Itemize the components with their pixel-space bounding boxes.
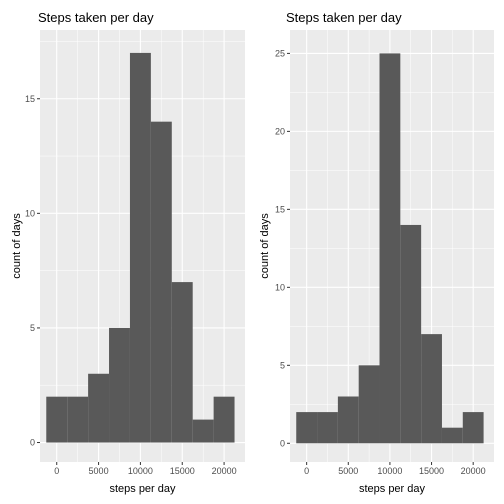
histogram-panel-2: 0 5000 10000 15000 20000 0 5 10 15 20 25 Steps take… [259, 10, 494, 495]
histogram-bar [213, 396, 235, 443]
y-tick-label: 5 [280, 360, 285, 370]
x-axis-label: steps per day [359, 483, 426, 495]
histogram-bar [441, 427, 463, 444]
y-tick-label: 20 [275, 126, 285, 136]
x-tick-label: 20000 [461, 466, 486, 476]
y-tick-label: 15 [275, 204, 285, 214]
histogram-bar [421, 334, 442, 444]
y-tick-label: 15 [25, 94, 35, 104]
y-tick-label: 10 [275, 282, 285, 292]
histogram-bar [358, 365, 380, 444]
histogram-bar [67, 396, 89, 443]
x-tick-label: 0 [54, 466, 59, 476]
histogram-bar [88, 373, 110, 443]
histogram-bar [400, 224, 422, 444]
x-tick-label: 10000 [128, 466, 153, 476]
x-axis-label: steps per day [109, 483, 176, 495]
y-tick-label: 0 [280, 438, 285, 448]
histogram-bar [192, 419, 214, 443]
histogram-bar [129, 52, 151, 443]
histogram-bar [317, 412, 338, 444]
x-tick-label: 15000 [419, 466, 444, 476]
histogram-bar [296, 412, 318, 444]
histogram-bar [150, 121, 172, 443]
histogram-panel-1: 0 5000 10000 15000 20000 0 5 10 15 Steps taken pe… [11, 10, 245, 495]
chart-title: Steps taken per day [286, 10, 402, 25]
y-axis-label: count of days [259, 213, 271, 279]
y-tick-label: 10 [25, 208, 35, 218]
x-tick-label: 5000 [89, 466, 109, 476]
y-tick-label: 25 [275, 48, 285, 58]
x-tick-label: 20000 [212, 466, 237, 476]
histogram-bar [379, 53, 401, 444]
chart-title: Steps taken per day [38, 10, 154, 25]
histogram-bar [109, 327, 130, 443]
x-tick-label: 10000 [377, 466, 402, 476]
y-axis-label: count of days [11, 213, 23, 279]
histogram-bar [337, 396, 359, 444]
x-tick-label: 0 [304, 466, 309, 476]
y-tick-label: 0 [30, 438, 35, 448]
histogram-bar [462, 412, 484, 444]
y-tick-label: 5 [30, 323, 35, 333]
x-tick-label: 5000 [338, 466, 358, 476]
histogram-bar [46, 396, 68, 443]
x-tick-label: 15000 [170, 466, 195, 476]
histogram-bar [171, 282, 193, 443]
